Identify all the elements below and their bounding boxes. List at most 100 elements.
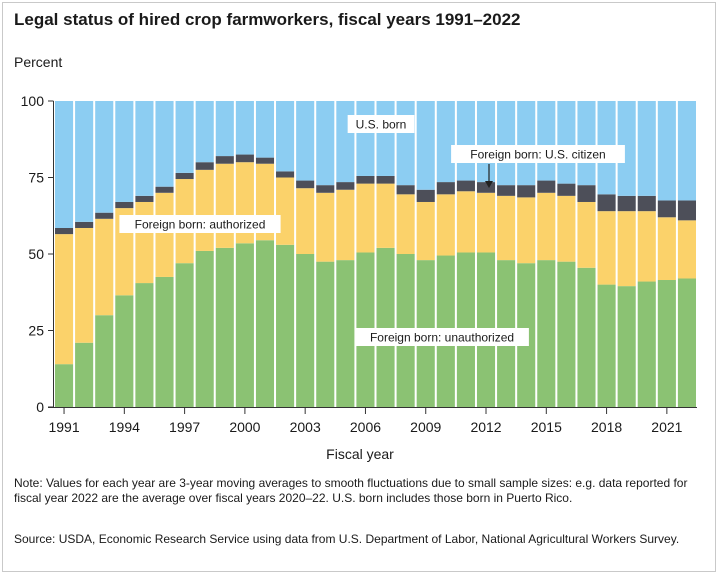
bar-segment-1998-s1 [195, 169, 214, 251]
bar-segment-2004-s0 [316, 261, 335, 407]
bar-segment-2020-s3 [637, 101, 656, 196]
bar-segment-2017-s1 [577, 201, 596, 268]
bar-segment-2002-s0 [276, 244, 295, 407]
bar-segment-2002-s3 [276, 101, 295, 172]
bar-segment-2006-s1 [356, 183, 375, 253]
annotation-box-1 [451, 145, 625, 163]
annotation-box-0 [347, 115, 415, 133]
bar-segment-1994-s3 [115, 101, 134, 202]
x-tick-label-1997: 1997 [169, 419, 200, 435]
bar-segment-2010-s1 [436, 194, 455, 256]
bar-segment-2003-s0 [296, 254, 315, 407]
bar-segment-1999-s3 [215, 101, 234, 157]
annotation-label-0: U.S. born [356, 118, 407, 132]
bar-segment-2012-s2 [476, 182, 496, 193]
bar-segment-2008-s1 [396, 194, 415, 254]
bar-segment-2007-s3 [376, 101, 395, 176]
bar-segment-2009-s2 [416, 189, 435, 202]
bar-segment-2022-s2 [677, 200, 696, 221]
bar-segment-2004-s3 [316, 101, 335, 186]
bar-segment-2011-s1 [456, 191, 475, 253]
bar-segment-2014-s2 [517, 185, 536, 198]
bar-segment-2003-s1 [296, 188, 315, 254]
x-axis-title: Fiscal year [326, 446, 394, 462]
bar-segment-2002-s1 [276, 177, 295, 245]
bar-segment-2018-s1 [597, 211, 616, 285]
bar-segment-2005-s0 [336, 260, 355, 407]
bar-segment-2022-s3 [677, 101, 696, 201]
bar-segment-1991-s3 [55, 101, 74, 228]
bar-segment-2017-s3 [577, 101, 596, 186]
bar-segment-1996-s3 [155, 101, 174, 187]
bar-segment-2020-s2 [637, 195, 656, 212]
bar-segment-2003-s2 [296, 180, 315, 189]
bar-segment-2015-s3 [537, 101, 556, 181]
x-tick-label-2003: 2003 [290, 419, 321, 435]
bar-segment-1999-s0 [215, 247, 234, 407]
bar-segment-1993-s3 [95, 101, 114, 213]
bar-segment-1991-s0 [55, 364, 74, 407]
annotation-layer: U.S. born Foreign born: U.S. citizen Forei… [119, 115, 625, 346]
bar-segment-2009-s1 [416, 201, 435, 261]
x-tick-label-2000: 2000 [229, 419, 260, 435]
annotation-label-1: Foreign born: U.S. citizen [470, 148, 605, 162]
bar-segment-2011-s3 [456, 101, 475, 181]
bar-segment-2006-s3 [356, 101, 375, 176]
bar-segment-1993-s2 [95, 212, 114, 219]
bar-segment-2001-s0 [255, 240, 275, 407]
bar-segment-2003-s3 [296, 101, 315, 181]
bar-segment-1994-s2 [115, 201, 134, 209]
bar-segment-2018-s0 [597, 284, 616, 407]
bar-segment-1998-s3 [195, 101, 214, 163]
bar-segment-2015-s2 [537, 180, 556, 193]
bar-segment-2020-s1 [637, 211, 656, 282]
bar-segment-2017-s0 [577, 267, 596, 407]
bar-segment-2021-s3 [657, 101, 676, 201]
bar-segment-2015-s1 [537, 192, 556, 261]
bar-segment-1997-s0 [175, 263, 194, 407]
bar-segment-1993-s1 [95, 218, 114, 316]
bar-segment-2004-s1 [316, 192, 335, 262]
y-axis-unit-label: Percent [14, 54, 63, 70]
bar-segment-2007-s1 [376, 183, 395, 248]
chart-title: Legal status of hired crop farmworkers, … [14, 10, 521, 29]
bar-segment-2022-s1 [677, 220, 696, 279]
bar-segment-1992-s2 [75, 221, 94, 228]
x-tick-label-1991: 1991 [48, 419, 79, 435]
bar-segment-1996-s0 [155, 276, 174, 407]
bar-segment-1991-s2 [55, 227, 74, 235]
bar-segment-2013-s3 [497, 101, 516, 186]
y-tick-label-75: 75 [28, 170, 44, 186]
x-tick-label-2015: 2015 [531, 419, 562, 435]
bar-segment-2011-s2 [456, 180, 475, 192]
bar-segment-2016-s2 [557, 183, 576, 196]
bar-segment-1993-s0 [95, 315, 114, 407]
annotation-box-3 [355, 328, 529, 346]
bar-segment-2012-s3 [476, 101, 496, 183]
y-tick-label-50: 50 [28, 246, 44, 262]
bar-segment-2007-s2 [376, 175, 395, 184]
bar-segment-2016-s0 [557, 261, 576, 407]
bar-segment-2001-s3 [255, 101, 275, 158]
y-tick-label-100: 100 [21, 93, 45, 109]
bar-segment-1992-s3 [75, 101, 94, 222]
bar-segment-2021-s2 [657, 200, 676, 218]
annotation-label-3: Foreign born: unauthorized [370, 331, 514, 345]
bar-segment-1995-s2 [135, 195, 154, 202]
bar-segment-2010-s3 [436, 101, 455, 183]
bar-segment-2005-s1 [336, 189, 355, 261]
bar-segment-2017-s2 [577, 185, 596, 202]
axes-layer: 0 25 50 75 100 1991 1994 1997 2000 2003 2006 2009 20… [21, 93, 697, 435]
bar-segment-2008-s3 [396, 101, 415, 186]
bar-segment-2000-s3 [235, 101, 254, 155]
citizen-pointer-arrowhead [485, 181, 493, 188]
bar-segment-2021-s1 [657, 217, 676, 281]
bar-segment-2009-s3 [416, 101, 435, 190]
bar-segment-1997-s3 [175, 101, 194, 173]
bar-layer [55, 101, 696, 407]
bar-segment-2005-s2 [336, 182, 355, 190]
bar-segment-2019-s0 [617, 286, 636, 407]
bar-segment-2007-s0 [376, 247, 395, 407]
y-tick-label-25: 25 [28, 323, 44, 339]
bar-segment-2016-s3 [557, 101, 576, 184]
